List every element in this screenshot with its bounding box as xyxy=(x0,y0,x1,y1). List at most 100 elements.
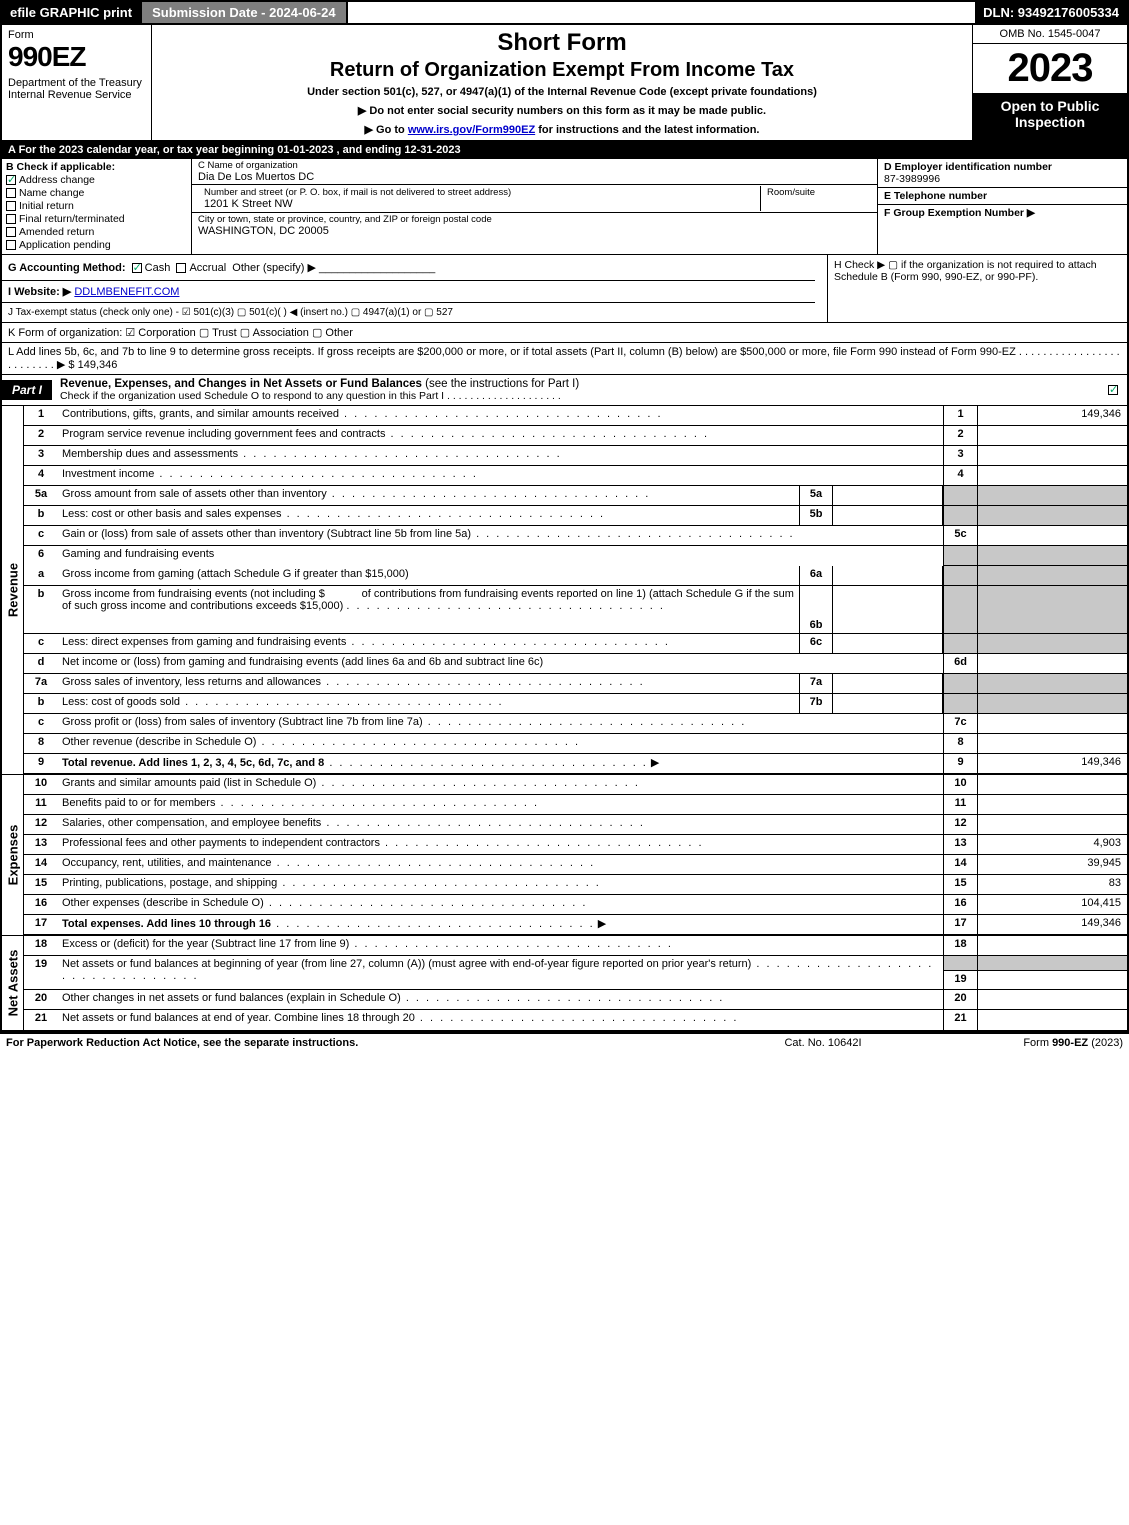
desc-text: Professional fees and other payments to … xyxy=(62,837,380,849)
line-desc: Grants and similar amounts paid (list in… xyxy=(58,775,943,794)
box-num-shade xyxy=(943,674,977,693)
line-6b: b Gross income from fundraising events (… xyxy=(24,586,1127,634)
amount-shade xyxy=(977,674,1127,693)
org-name-cell: C Name of organization Dia De Los Muerto… xyxy=(192,159,877,185)
desc-text: Less: direct expenses from gaming and fu… xyxy=(62,636,346,648)
dots xyxy=(272,857,596,869)
chk-address-change[interactable]: Address change xyxy=(6,174,187,186)
desc-text: Other revenue (describe in Schedule O) xyxy=(62,736,256,748)
part1-check-text: Check if the organization used Schedule … xyxy=(60,390,444,402)
row-l: L Add lines 5b, 6c, and 7b to line 9 to … xyxy=(0,343,1129,375)
efile-label[interactable]: efile GRAPHIC print xyxy=(2,2,140,23)
box-num: 15 xyxy=(943,875,977,894)
street-cell: Number and street (or P. O. box, if mail… xyxy=(198,186,761,211)
mid-num: 5a xyxy=(799,486,833,505)
city-label: City or town, state or province, country… xyxy=(198,214,871,225)
street-value: 1201 K Street NW xyxy=(204,198,754,210)
desc-text: Less: cost of goods sold xyxy=(62,696,180,708)
desc-text: Total expenses. Add lines 10 through 16 xyxy=(62,918,271,930)
mid-val xyxy=(833,634,943,653)
line-desc: Net assets or fund balances at end of ye… xyxy=(58,1010,943,1030)
amount xyxy=(977,466,1127,485)
box-num: 16 xyxy=(943,895,977,914)
title-short-form: Short Form xyxy=(160,29,964,57)
line-14: 14 Occupancy, rent, utilities, and maint… xyxy=(24,855,1127,875)
submission-date: Submission Date - 2024-06-24 xyxy=(140,2,348,23)
line-7c: c Gross profit or (loss) from sales of i… xyxy=(24,714,1127,734)
dots xyxy=(401,992,725,1004)
revenue-lines: 1 Contributions, gifts, grants, and simi… xyxy=(24,406,1127,774)
line-6d: d Net income or (loss) from gaming and f… xyxy=(24,654,1127,674)
line-9: 9 Total revenue. Add lines 1, 2, 3, 4, 5… xyxy=(24,754,1127,774)
amount: 149,346 xyxy=(977,915,1127,934)
desc-text: Net income or (loss) from gaming and fun… xyxy=(62,656,543,668)
checkbox-icon xyxy=(1108,385,1118,395)
row-i: I Website: ▶ DDLMBENEFIT.COM xyxy=(2,281,815,303)
box-b-header: B Check if applicable: xyxy=(6,161,187,173)
dots xyxy=(316,777,640,789)
line-desc: Less: cost or other basis and sales expe… xyxy=(58,506,799,525)
line-7b: b Less: cost of goods sold 7b xyxy=(24,694,1127,714)
mid-val xyxy=(833,486,943,505)
line-3: 3 Membership dues and assessments 3 xyxy=(24,446,1127,466)
website-link[interactable]: DDLMBENEFIT.COM xyxy=(74,286,179,298)
g-other: Other (specify) ▶ xyxy=(232,262,316,274)
box-num-shade xyxy=(943,486,977,505)
chk-amended-return[interactable]: Amended return xyxy=(6,226,187,238)
lbl-name-change: Name change xyxy=(19,187,84,199)
chk-name-change[interactable]: Name change xyxy=(6,187,187,199)
instr2-post: for instructions and the latest informat… xyxy=(535,124,759,136)
mid-val xyxy=(833,506,943,525)
chk-application-pending[interactable]: Application pending xyxy=(6,239,187,251)
line-desc: Excess or (deficit) for the year (Subtra… xyxy=(58,936,943,955)
dots xyxy=(339,408,663,420)
dots xyxy=(180,696,504,708)
box-num-shade xyxy=(943,634,977,653)
dots xyxy=(380,837,704,849)
part1-tab: Part I xyxy=(2,380,52,400)
row-a-text: A For the 2023 calendar year, or tax yea… xyxy=(8,144,461,156)
row-l-amount: 149,346 xyxy=(78,359,118,371)
line-13: 13 Professional fees and other payments … xyxy=(24,835,1127,855)
desc-text: Gross amount from sale of assets other t… xyxy=(62,488,327,500)
desc-text: Other changes in net assets or fund bala… xyxy=(62,992,401,1004)
box-c: C Name of organization Dia De Los Muerto… xyxy=(192,159,877,254)
revenue-section: Revenue 1 Contributions, gifts, grants, … xyxy=(0,406,1129,774)
line-num: 18 xyxy=(24,936,58,955)
box-num: 8 xyxy=(943,734,977,753)
dln-label: DLN: 93492176005334 xyxy=(975,2,1127,23)
box-num: 18 xyxy=(943,936,977,955)
line-6a: a Gross income from gaming (attach Sched… xyxy=(24,566,1127,586)
line-15: 15 Printing, publications, postage, and … xyxy=(24,875,1127,895)
g-cash: Cash xyxy=(145,262,171,274)
mid-num: 5b xyxy=(799,506,833,525)
instr-goto: ▶ Go to www.irs.gov/Form990EZ for instru… xyxy=(160,123,964,136)
line-num: 16 xyxy=(24,895,58,914)
footer-right-post: (2023) xyxy=(1088,1037,1123,1049)
org-name-label: C Name of organization xyxy=(198,160,871,171)
mid-num: 7a xyxy=(799,674,833,693)
street-row: Number and street (or P. O. box, if mail… xyxy=(192,185,877,213)
checkbox-icon xyxy=(6,227,16,237)
lbl-addr-change: Address change xyxy=(19,174,95,186)
irs-link[interactable]: www.irs.gov/Form990EZ xyxy=(408,124,535,136)
line-10: 10 Grants and similar amounts paid (list… xyxy=(24,775,1127,795)
city-value: WASHINGTON, DC 20005 xyxy=(198,225,871,237)
mid-num: 6b xyxy=(799,586,833,633)
amount xyxy=(977,734,1127,753)
amount-shade xyxy=(978,956,1127,971)
line-num: 17 xyxy=(24,915,58,934)
street-label: Number and street (or P. O. box, if mail… xyxy=(204,187,754,198)
chk-final-return[interactable]: Final return/terminated xyxy=(6,213,187,225)
box-num: 19 xyxy=(944,971,977,989)
desc-text: Total revenue. Add lines 1, 2, 3, 4, 5c,… xyxy=(62,757,324,769)
line-desc: Benefits paid to or for members xyxy=(58,795,943,814)
checkbox-icon xyxy=(132,263,142,273)
amount-shade xyxy=(977,634,1127,653)
chk-initial-return[interactable]: Initial return xyxy=(6,200,187,212)
desc-text: Gain or (loss) from sale of assets other… xyxy=(62,528,471,540)
desc-text: Gross profit or (loss) from sales of inv… xyxy=(62,716,423,728)
amount-wrap xyxy=(977,956,1127,989)
line-7a: 7a Gross sales of inventory, less return… xyxy=(24,674,1127,694)
box-num: 4 xyxy=(943,466,977,485)
